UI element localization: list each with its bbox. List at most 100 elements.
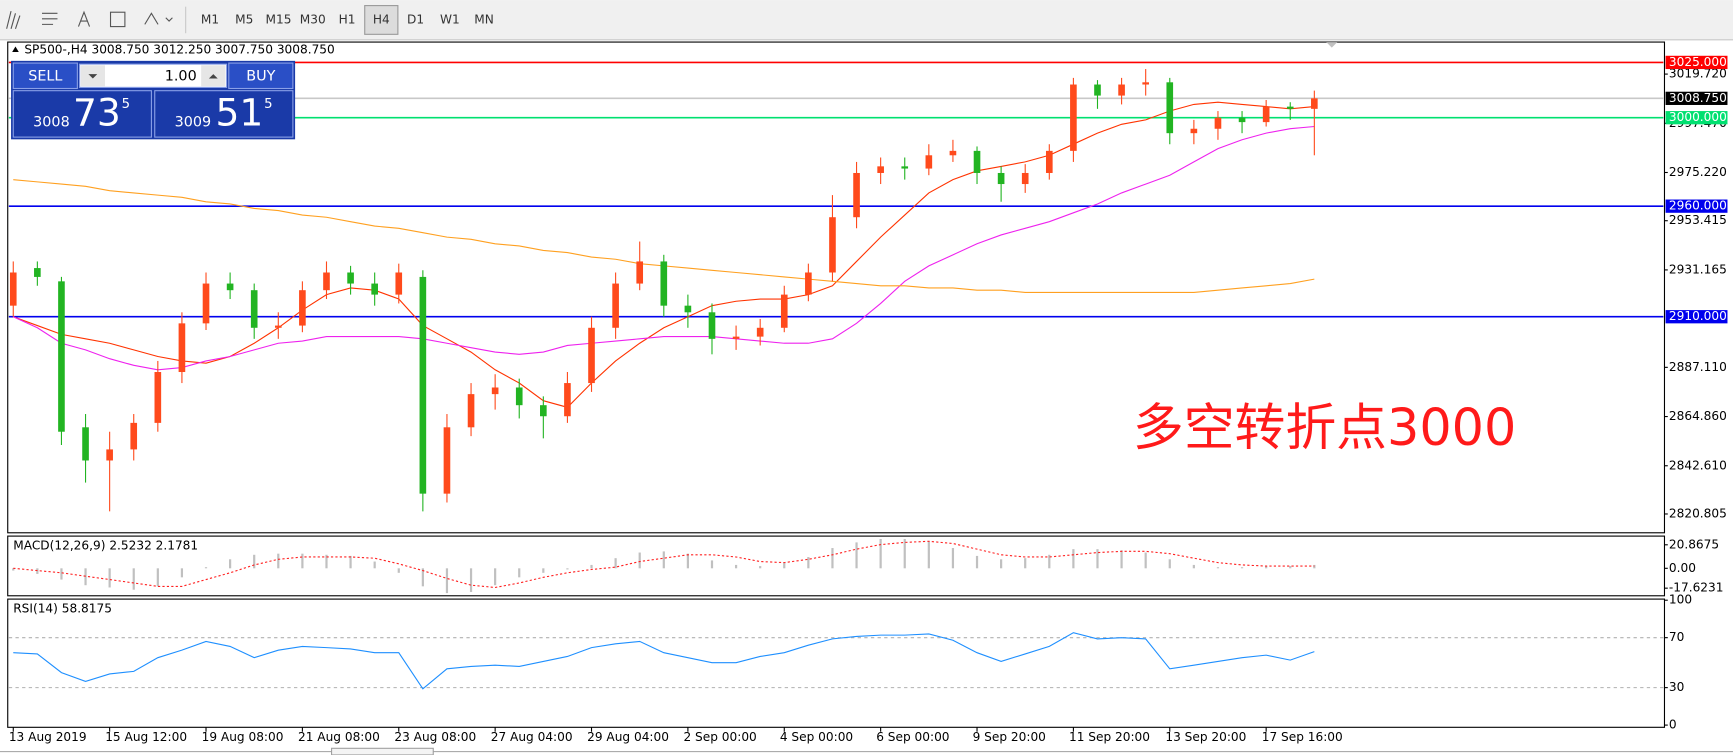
x-tick-label: 17 Sep 16:00	[1262, 730, 1343, 744]
sell-button[interactable]	[12, 62, 78, 90]
x-tick-label: 2 Sep 00:00	[683, 730, 756, 744]
candle-body	[274, 325, 282, 328]
y-tick-label: 0	[1669, 718, 1677, 732]
lot-input[interactable]	[79, 63, 228, 88]
y-tick-label: 2842.610	[1669, 458, 1727, 472]
level-label: 3008.750	[1669, 91, 1727, 105]
chart-tab[interactable]	[331, 747, 434, 755]
level-box	[1665, 91, 1728, 105]
candle-body	[805, 272, 812, 295]
candle-body	[1286, 106, 1294, 109]
candle-body	[1142, 82, 1149, 85]
bid-box[interactable]	[12, 90, 152, 138]
candle-body	[540, 405, 547, 417]
candle-body	[1070, 84, 1077, 151]
buy-label[interactable]: BUY	[246, 68, 275, 84]
candle-body	[515, 387, 523, 406]
candle-body	[250, 290, 258, 328]
icon-periods[interactable]	[6, 10, 21, 29]
candle-body	[371, 283, 378, 295]
ask-fraction: 5	[264, 97, 272, 112]
candle-body	[925, 155, 933, 169]
active-timeframe[interactable]	[364, 5, 399, 35]
shift-marker	[1326, 42, 1338, 48]
candle-body	[419, 276, 427, 494]
x-tick-label: 21 Aug 08:00	[298, 730, 380, 744]
candle-body	[612, 283, 619, 328]
candle-body	[1190, 128, 1198, 134]
icon-text[interactable]	[77, 10, 91, 27]
level-label: 2960.000	[1669, 199, 1727, 213]
lot-value[interactable]: 1.00	[165, 68, 197, 84]
lot-up-arrow	[208, 74, 218, 79]
candle-body	[732, 336, 740, 339]
candle-body	[853, 172, 860, 218]
candle-body	[178, 323, 186, 373]
timeframe-button[interactable]: D1	[407, 12, 424, 26]
ask-box[interactable]	[154, 90, 294, 138]
candle-body	[443, 427, 451, 494]
candle-body	[106, 449, 113, 461]
candle-body	[901, 166, 909, 169]
timeframe-button[interactable]: MN	[474, 12, 494, 26]
level-label: 3025.000	[1669, 55, 1727, 69]
timeframe-button[interactable]: H4	[373, 12, 390, 26]
rsi-line	[13, 632, 1315, 690]
candle-body	[130, 422, 138, 450]
macd-panel	[7, 535, 1666, 597]
level-box	[1665, 111, 1728, 125]
x-tick-label: 6 Sep 00:00	[876, 730, 949, 744]
panel-menu-triangle[interactable]	[12, 46, 19, 53]
icon-label[interactable]	[109, 11, 126, 28]
y-tick-label: 100	[1669, 593, 1692, 607]
y-tick-label: 2975.220	[1669, 165, 1727, 179]
timeframe-button[interactable]: W1	[440, 12, 460, 26]
candle-body	[1238, 117, 1246, 123]
ask-pips: 51	[216, 91, 264, 135]
one-click-trading: SELL 1.00 BUY 3008 73 5 3009 51 5	[11, 60, 296, 140]
timeframe-button[interactable]: M5	[235, 12, 253, 26]
buy-button[interactable]	[228, 62, 294, 90]
icon-arrows[interactable]	[144, 12, 173, 25]
toolbar-icons	[6, 6, 187, 34]
indicator-title: RSI(14) 58.8175	[13, 602, 112, 616]
candle-body	[299, 290, 306, 326]
rsi-panel	[7, 598, 1666, 728]
sell-label[interactable]: SELL	[28, 68, 62, 84]
candle-body	[1214, 117, 1222, 129]
level-label: 2910.000	[1669, 309, 1727, 323]
candle-body	[973, 150, 981, 173]
ask-big: 3009	[175, 115, 212, 131]
candle-body	[636, 261, 644, 284]
x-tick-label: 13 Aug 2019	[9, 730, 87, 744]
candle-body	[226, 283, 234, 291]
y-tick-label: 3019.720	[1669, 67, 1727, 81]
timeframe-button[interactable]: M15	[266, 12, 292, 26]
level-label: 3000.000	[1669, 110, 1727, 124]
x-tick-label: 15 Aug 12:00	[105, 730, 187, 744]
candle-body	[202, 283, 210, 324]
candle-body	[347, 272, 354, 284]
indicator-title: MACD(12,26,9) 2.5232 2.1781	[13, 539, 198, 553]
y-tick-label: 2931.165	[1669, 262, 1727, 276]
candle-body	[660, 261, 668, 306]
candle-body	[997, 172, 1005, 185]
icon-fibo[interactable]	[41, 12, 58, 25]
candle-body	[82, 427, 89, 461]
x-tick-label: 13 Sep 20:00	[1165, 730, 1246, 744]
timeframe-button[interactable]: M30	[300, 12, 326, 26]
candle-body	[1311, 98, 1318, 109]
x-tick-label: 23 Aug 08:00	[394, 730, 476, 744]
timeframe-button[interactable]: H1	[339, 12, 356, 26]
timeframe-button[interactable]: M1	[201, 12, 219, 26]
candle-body	[877, 166, 884, 173]
candle-body	[564, 383, 571, 417]
candle-body	[491, 387, 499, 395]
level-box	[1665, 199, 1728, 213]
y-tick-label: 2864.860	[1669, 409, 1727, 423]
y-tick-label: 20.8675	[1669, 537, 1719, 551]
y-tick-label: 2953.415	[1669, 213, 1727, 227]
candle-body	[323, 272, 330, 291]
chart-title: SP500-,H4 3008.750 3012.250 3007.750 300…	[24, 42, 334, 56]
candle-body	[1045, 150, 1053, 173]
